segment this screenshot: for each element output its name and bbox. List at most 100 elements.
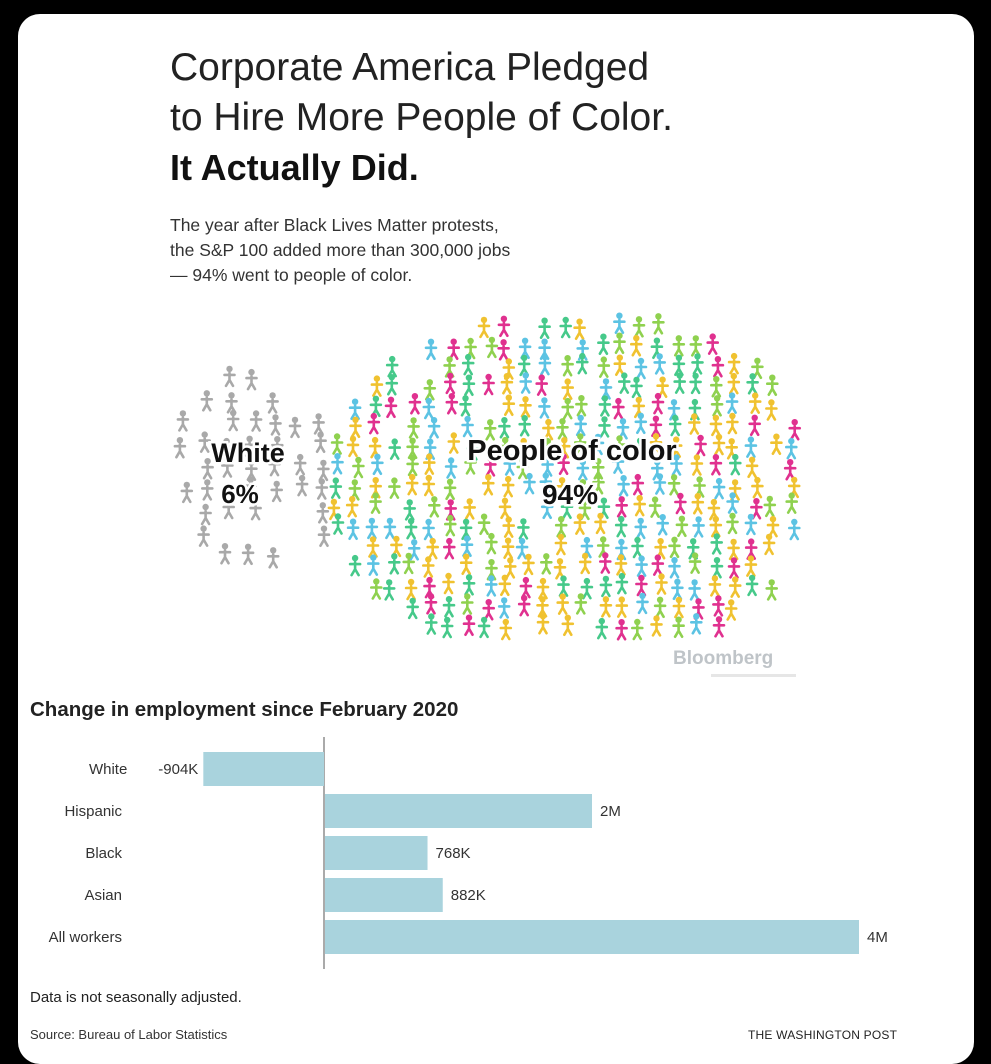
poc-worker-figure xyxy=(706,333,720,355)
poc-worker-figure xyxy=(575,395,588,417)
white-worker-figure xyxy=(314,431,327,454)
poc-worker-figure xyxy=(633,437,647,460)
poc-worker-figure xyxy=(423,576,436,599)
poc-worker-figure xyxy=(426,537,440,560)
poc-worker-figure xyxy=(384,396,398,419)
poc-worker-figure xyxy=(542,418,555,441)
poc-worker-figure xyxy=(692,598,705,620)
poc-worker-figure xyxy=(561,355,574,377)
poc-worker-figure xyxy=(406,437,419,460)
poc-worker-figure xyxy=(653,596,667,619)
poc-worker-figure xyxy=(497,339,510,361)
poc-worker-figure xyxy=(404,578,418,601)
poc-worker-figure xyxy=(650,459,664,481)
poc-worker-figure xyxy=(370,375,384,397)
poc-worker-figure xyxy=(553,558,567,580)
value-label: -904K xyxy=(158,761,198,778)
poc-worker-figure xyxy=(725,392,739,414)
poc-worker-figure xyxy=(330,433,344,455)
poc-worker-figure xyxy=(517,518,530,540)
poc-worker-figure xyxy=(424,593,438,615)
poc-worker-figure xyxy=(669,436,683,458)
poc-worker-figure xyxy=(688,552,702,574)
poc-worker-figure xyxy=(766,515,780,538)
subtitle-line-3: — 94% went to people of color. xyxy=(170,265,413,285)
white-worker-figure xyxy=(201,479,214,501)
poc-worker-figure xyxy=(348,554,362,577)
poc-worker-figure xyxy=(656,376,669,399)
poc-worker-figure xyxy=(539,472,553,495)
poc-worker-figure xyxy=(561,397,575,420)
poc-worker-figure xyxy=(599,575,613,598)
poc-worker-figure xyxy=(538,397,551,419)
poc-worker-figure xyxy=(482,373,495,396)
poc-worker-figure xyxy=(765,579,779,601)
poc-worker-figure xyxy=(712,595,725,617)
poc-worker-figure xyxy=(580,577,594,600)
poc-worker-figure xyxy=(631,473,645,496)
poc-worker-figure xyxy=(746,373,759,395)
poc-worker-figure xyxy=(442,537,456,560)
white-worker-figure xyxy=(244,476,257,499)
poc-worker-figure xyxy=(787,476,801,499)
poc-worker-figure xyxy=(422,474,436,497)
poc-worker-figure xyxy=(751,357,764,380)
poc-worker-figure xyxy=(485,559,498,581)
poc-worker-figure xyxy=(554,533,568,556)
poc-worker-figure xyxy=(614,554,628,576)
poc-worker-figure xyxy=(516,457,530,480)
poc-worker-figure xyxy=(447,338,461,361)
poc-worker-figure xyxy=(443,372,457,395)
poc-worker-figure xyxy=(744,436,758,458)
poc-worker-figure xyxy=(578,498,592,521)
poc-worker-figure xyxy=(502,516,516,538)
poc-worker-figure xyxy=(632,396,646,419)
poc-worker-figure xyxy=(765,399,778,421)
poc-worker-figure xyxy=(464,453,477,475)
poc-worker-figure xyxy=(727,557,741,579)
poc-worker-figure xyxy=(538,353,552,376)
poc-worker-figure xyxy=(654,538,667,560)
poc-worker-figure xyxy=(655,573,668,595)
poc-worker-figure xyxy=(650,337,664,360)
poc-worker-figure xyxy=(576,479,590,501)
poc-worker-figure xyxy=(765,374,779,397)
white-worker-figure xyxy=(173,437,187,459)
white-worker-figure xyxy=(221,456,234,478)
poc-worker-figure xyxy=(574,593,588,615)
poc-worker-figure xyxy=(687,413,701,435)
poc-worker-figure xyxy=(668,414,682,437)
poc-worker-figure xyxy=(612,397,625,420)
poc-worker-figure xyxy=(557,575,570,597)
white-worker-figure xyxy=(241,543,255,566)
poc-worker-figure xyxy=(407,417,420,439)
poc-worker-figure xyxy=(692,516,705,538)
poc-worker-figure xyxy=(726,512,739,535)
poc-worker-figure xyxy=(536,577,550,600)
poc-worker-figure xyxy=(556,593,570,615)
poc-worker-figure xyxy=(554,516,568,538)
poc-worker-figure xyxy=(461,415,474,438)
subtitle-line-2: the S&P 100 added more than 300,000 jobs xyxy=(170,240,511,260)
white-group-percent: 6% xyxy=(221,479,259,509)
poc-worker-figure xyxy=(691,493,705,515)
poc-worker-figure xyxy=(517,437,531,460)
poc-worker-figure xyxy=(675,515,689,538)
poc-worker-figure xyxy=(403,499,417,521)
poc-worker-figure xyxy=(712,433,726,456)
poc-worker-figure xyxy=(345,495,359,518)
headline-line-2: to Hire More People of Color. xyxy=(170,96,673,139)
poc-worker-figure xyxy=(686,538,700,560)
value-label: 4M xyxy=(867,929,888,946)
white-worker-figure xyxy=(249,498,262,521)
poc-worker-figure xyxy=(440,616,454,639)
poc-worker-figure xyxy=(331,513,345,535)
white-worker-figure xyxy=(200,390,214,412)
poc-worker-figure xyxy=(443,514,457,537)
poc-worker-figure xyxy=(712,477,726,500)
white-worker-figure xyxy=(317,525,331,548)
poc-worker-figure xyxy=(651,554,665,576)
poc-worker-figure xyxy=(724,599,738,621)
poc-worker-figure xyxy=(689,613,703,635)
poc-worker-figure xyxy=(672,616,685,639)
